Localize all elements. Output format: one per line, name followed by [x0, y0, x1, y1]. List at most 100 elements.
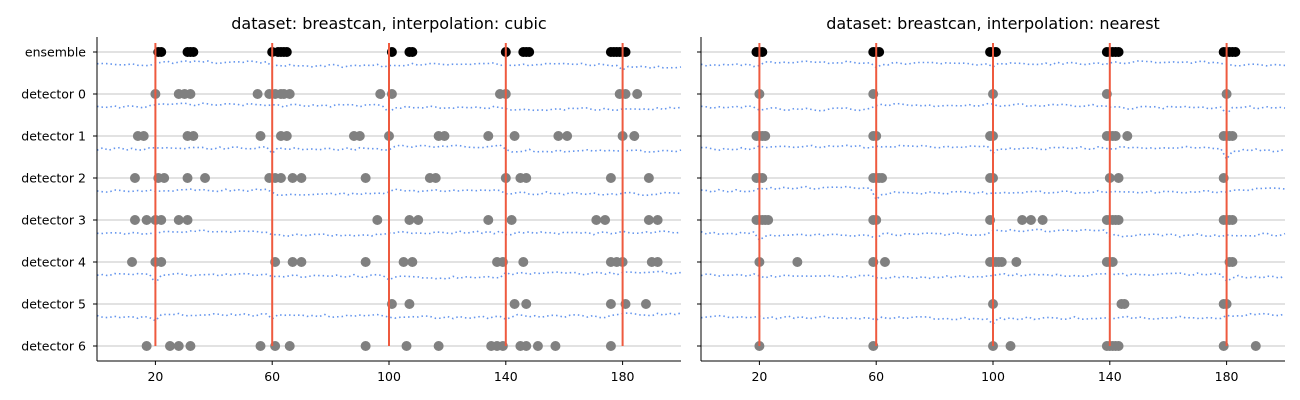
detection-point	[1119, 299, 1130, 309]
detection-point	[287, 257, 298, 267]
score-trace	[700, 59, 1286, 69]
detection-point	[605, 341, 616, 351]
detection-point	[1122, 131, 1133, 141]
y-tick-label: detector 0	[21, 87, 86, 102]
detection-point	[407, 257, 418, 267]
detection-point	[354, 131, 365, 141]
detection-point	[605, 173, 616, 183]
chart-title: dataset: breastcan, interpolation: cubic	[231, 14, 546, 33]
y-tick-label: detector 1	[21, 129, 86, 144]
score-trace	[700, 312, 1286, 326]
chart-title: dataset: breastcan, interpolation: neare…	[826, 14, 1160, 33]
detection-point	[1250, 341, 1261, 351]
detection-point	[404, 299, 415, 309]
detection-point	[404, 215, 415, 225]
x-tick-label: 180	[1215, 369, 1239, 384]
detection-point	[879, 257, 890, 267]
detection-point	[562, 131, 573, 141]
detection-point	[200, 173, 211, 183]
detection-point	[763, 215, 774, 225]
detection-point	[1025, 215, 1036, 225]
detection-point	[156, 215, 167, 225]
detection-point	[506, 215, 517, 225]
detection-point	[401, 341, 412, 351]
detection-point	[532, 341, 543, 351]
y-tick-label: detector 3	[21, 213, 86, 228]
detection-point	[185, 341, 196, 351]
score-trace	[96, 144, 682, 155]
detection-point	[129, 173, 140, 183]
detection-point	[138, 131, 149, 141]
detection-point	[553, 131, 564, 141]
detection-point	[287, 173, 298, 183]
detection-point	[430, 173, 441, 183]
detection-point	[407, 47, 418, 57]
score-trace	[96, 312, 682, 322]
chart-panel-nearest: dataset: breastcan, interpolation: neare…	[697, 14, 1286, 384]
detection-point	[600, 215, 611, 225]
detection-point	[877, 173, 888, 183]
detection-point	[182, 173, 193, 183]
detection-point	[524, 47, 535, 57]
y-tick-label: detector 5	[21, 297, 86, 312]
detection-point	[629, 131, 640, 141]
y-tick-label: detector 4	[21, 255, 86, 270]
y-tick-label: detector 2	[21, 171, 86, 186]
detection-point	[1011, 257, 1022, 267]
x-tick-label: 60	[868, 369, 884, 384]
detection-point	[1113, 341, 1124, 351]
detection-point	[521, 173, 532, 183]
detection-point	[591, 215, 602, 225]
score-trace	[96, 270, 682, 285]
x-tick-label: 100	[981, 369, 1005, 384]
detection-point	[165, 341, 175, 351]
detection-point	[521, 341, 532, 351]
detection-point	[296, 257, 307, 267]
detection-point	[643, 215, 654, 225]
detection-point	[413, 215, 424, 225]
x-tick-label: 20	[751, 369, 767, 384]
detection-point	[652, 215, 663, 225]
x-tick-label: 140	[494, 369, 518, 384]
x-tick-label: 20	[147, 369, 163, 384]
detection-point	[433, 341, 444, 351]
detection-point	[129, 215, 140, 225]
detection-point	[156, 47, 167, 57]
detection-point	[281, 131, 292, 141]
detection-point	[182, 215, 193, 225]
score-trace	[700, 272, 1286, 283]
detection-point	[509, 299, 520, 309]
x-tick-label: 140	[1098, 369, 1122, 384]
detection-point	[483, 215, 494, 225]
detection-point	[640, 299, 651, 309]
y-tick-label: detector 6	[21, 339, 86, 354]
score-trace	[700, 102, 1286, 116]
detection-point	[1110, 131, 1121, 141]
detection-point	[792, 257, 803, 267]
detection-point	[188, 47, 199, 57]
detection-point	[605, 299, 616, 309]
detection-point	[284, 341, 295, 351]
detection-point	[1227, 131, 1238, 141]
detection-point	[252, 89, 263, 99]
detection-point	[1037, 215, 1048, 225]
detection-point	[173, 341, 184, 351]
detection-point	[375, 89, 386, 99]
detection-point	[1113, 173, 1124, 183]
detection-point	[509, 131, 520, 141]
detection-point	[188, 131, 199, 141]
detection-point	[360, 173, 371, 183]
detection-point	[1230, 47, 1241, 57]
detection-point	[185, 89, 196, 99]
detection-point	[255, 341, 266, 351]
detection-point	[173, 215, 184, 225]
x-tick-label: 60	[264, 369, 280, 384]
x-tick-label: 100	[377, 369, 401, 384]
score-trace	[701, 144, 1286, 161]
detection-point	[141, 215, 152, 225]
detection-point	[1113, 215, 1124, 225]
detection-point	[372, 215, 383, 225]
detection-point	[518, 257, 529, 267]
detection-point	[398, 257, 409, 267]
x-tick-label: 180	[611, 369, 635, 384]
